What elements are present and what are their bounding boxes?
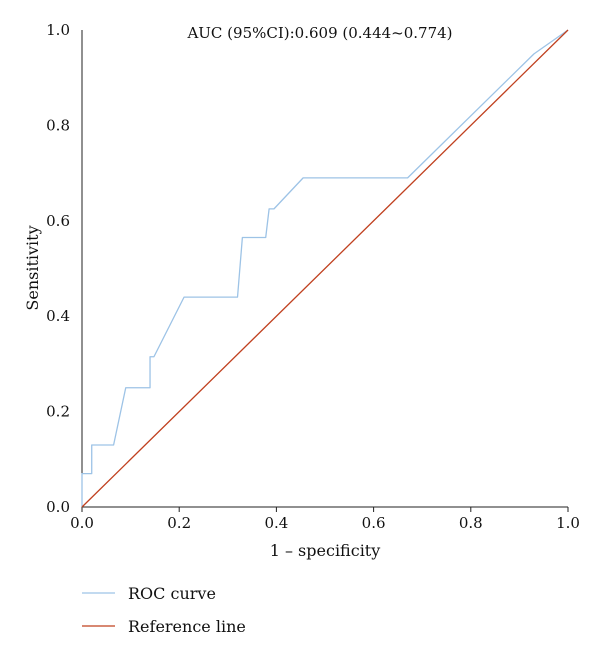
x-tick-label: 1.0	[556, 514, 580, 532]
x-tick-label: 0.8	[459, 514, 483, 532]
axes	[81, 30, 568, 508]
y-tick-label: 0.8	[46, 116, 70, 134]
auc-annotation: AUC (95%CI):0.609 (0.444~0.774)	[186, 24, 452, 42]
y-tick-label: 0.6	[46, 212, 70, 230]
legend: ROC curve Reference line	[82, 584, 246, 636]
x-tick-label: 0.6	[362, 514, 386, 532]
x-tick-label: 0.0	[70, 514, 94, 532]
reference-line	[81, 29, 569, 508]
y-tick-label: 0.0	[46, 498, 70, 516]
y-tick-label: 0.4	[46, 307, 70, 325]
legend-roc-curve-label: ROC curve	[128, 584, 216, 603]
x-tick-label: 0.4	[264, 514, 288, 532]
x-tick-labels: 0.0 0.2 0.4 0.6 0.8 1.0	[70, 507, 580, 532]
x-tick-label: 0.2	[167, 514, 191, 532]
y-tick-label: 0.2	[46, 403, 70, 421]
roc-curve-line	[81, 29, 569, 507]
y-tick-label: 1.0	[46, 21, 70, 39]
y-tick-labels: 0.0 0.2 0.4 0.6 0.8 1.0	[46, 21, 70, 516]
y-axis-label: Sensitivity	[23, 225, 42, 310]
x-axis-label: 1 – specificity	[270, 541, 381, 560]
series-lines	[81, 29, 569, 508]
legend-reference-line-label: Reference line	[128, 617, 246, 636]
